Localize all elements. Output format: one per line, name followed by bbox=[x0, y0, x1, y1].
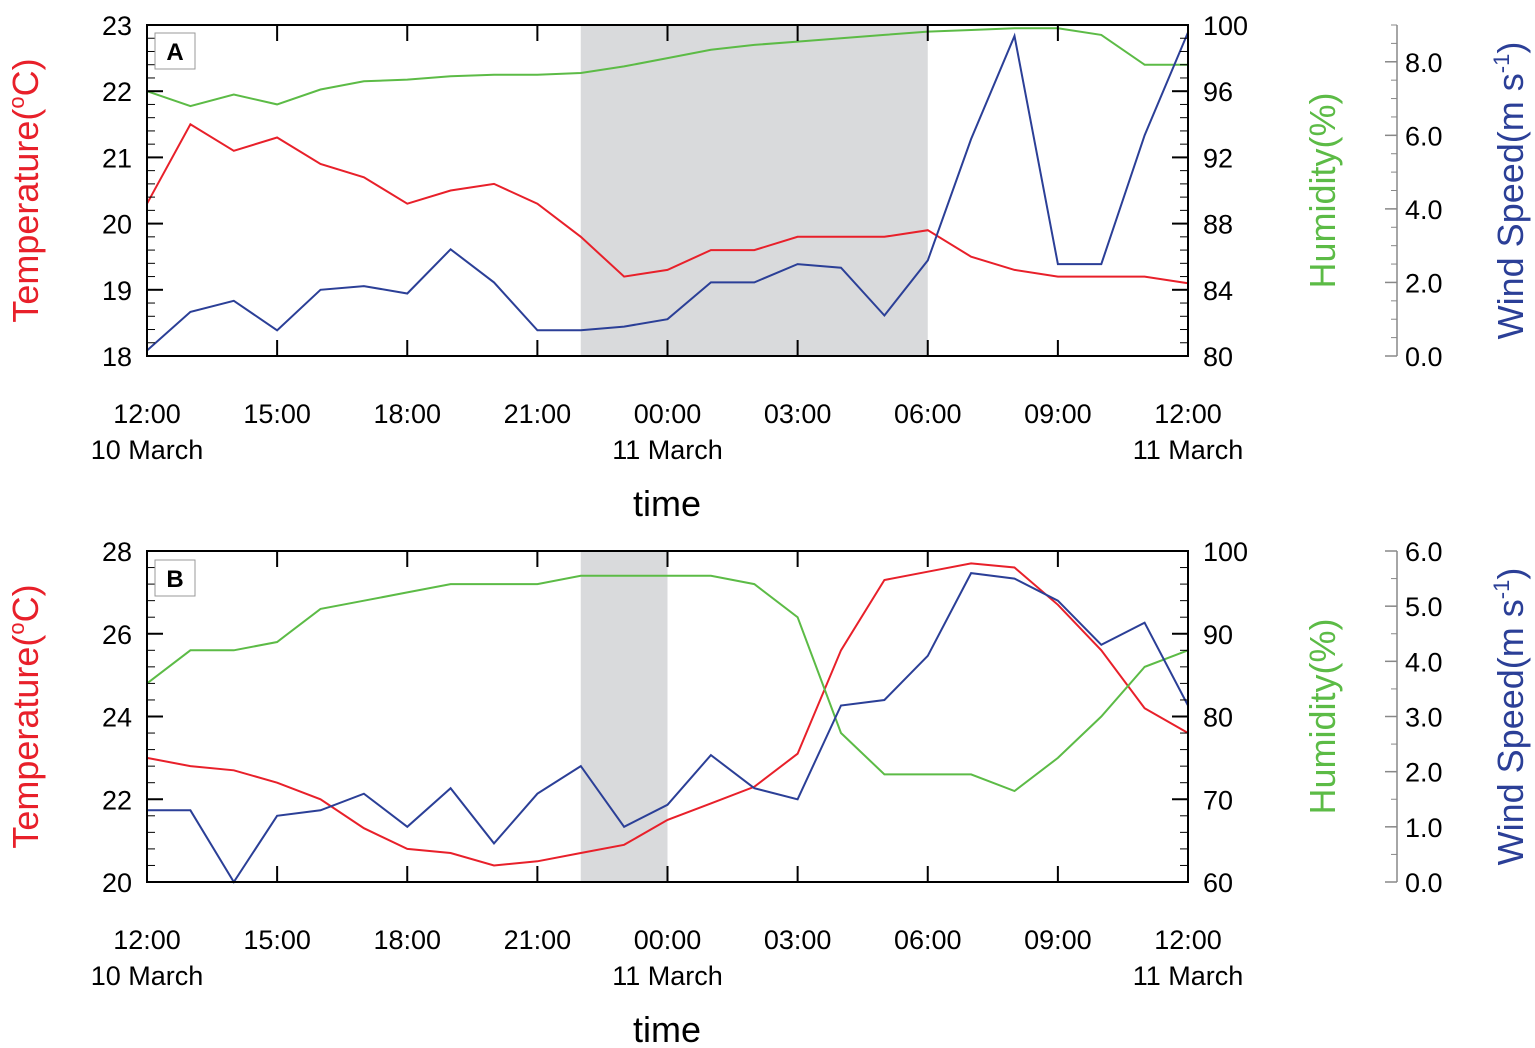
humidity-tick-label: 60 bbox=[1203, 868, 1233, 898]
wind-speed-tick-label: 8.0 bbox=[1405, 48, 1443, 78]
humidity-axis-title: Humidity(%) bbox=[1302, 618, 1343, 814]
axis-title-superscript: -1 bbox=[1489, 580, 1514, 600]
temperature-tick-label: 28 bbox=[102, 537, 132, 567]
wind-speed-tick-label: 2.0 bbox=[1405, 758, 1443, 788]
x-tick-label: 03:00 bbox=[764, 399, 832, 429]
x-tick-label: 15:00 bbox=[243, 925, 311, 955]
wind-speed-tick-label: 4.0 bbox=[1405, 647, 1443, 677]
humidity-tick-label: 92 bbox=[1203, 143, 1233, 173]
axis-title-part: ) bbox=[1490, 568, 1531, 580]
x-tick-date-label: 11 March bbox=[1133, 435, 1244, 465]
wind-speed-tick-label: 1.0 bbox=[1405, 813, 1443, 843]
wind-speed-tick-label: 3.0 bbox=[1405, 703, 1443, 733]
wind-speed-tick-label: 0.0 bbox=[1405, 868, 1443, 898]
wind-speed-axis-title: Wind Speed(m s-1) bbox=[1489, 568, 1531, 866]
temperature-line bbox=[146, 562, 1189, 867]
x-tick-date-label: 11 March bbox=[612, 961, 723, 991]
x-tick-label: 18:00 bbox=[373, 925, 441, 955]
x-tick-label: 12:00 bbox=[1154, 399, 1222, 429]
x-tick-date-label: 11 March bbox=[1133, 961, 1244, 991]
x-tick-label: 09:00 bbox=[1024, 399, 1092, 429]
x-tick-label: 09:00 bbox=[1024, 925, 1092, 955]
wind-speed-axis-title: Wind Speed(m s-1) bbox=[1489, 42, 1531, 340]
wind-speed-line bbox=[146, 32, 1189, 352]
humidity-axis-title: Humidity(%) bbox=[1302, 92, 1343, 288]
panel-label-box bbox=[154, 559, 196, 597]
temperature-tick-label: 19 bbox=[102, 276, 132, 306]
x-tick-label: 12:00 bbox=[1154, 925, 1222, 955]
axis-title-superscript: -1 bbox=[1489, 54, 1514, 74]
wind-speed-tick-label: 4.0 bbox=[1405, 195, 1443, 225]
humidity-tick-label: 100 bbox=[1203, 11, 1248, 41]
humidity-tick-label: 90 bbox=[1203, 620, 1233, 650]
humidity-tick-label: 80 bbox=[1203, 703, 1233, 733]
temperature-tick-label: 20 bbox=[102, 210, 132, 240]
temperature-axis-title: Temperature(oC) bbox=[4, 584, 46, 848]
temperature-tick-label: 23 bbox=[102, 11, 132, 41]
panel-a: 12:00 10 March 15:00 18:00 21:00 00:00 11 Marc… bbox=[4, 11, 1531, 524]
wind-speed-tick-label: 2.0 bbox=[1405, 268, 1443, 298]
axis-title-part: Wind Speed(m s bbox=[1490, 599, 1531, 865]
temperature-line bbox=[146, 122, 1189, 285]
axis-title-part: C) bbox=[5, 58, 46, 96]
axis-title-part: Temperature( bbox=[5, 109, 46, 323]
temperature-tick-label: 24 bbox=[102, 703, 132, 733]
humidity-line bbox=[146, 27, 1188, 108]
wind-speed-tick-label: 6.0 bbox=[1405, 537, 1443, 567]
axis-title-part: ) bbox=[1490, 42, 1531, 54]
axis-title-part: C) bbox=[5, 584, 46, 622]
axis-title-part: Temperature( bbox=[5, 635, 46, 849]
wind-speed-tick-label: 0.0 bbox=[1405, 342, 1443, 372]
wind-speed-tick-label: 6.0 bbox=[1405, 121, 1443, 151]
panel-label: B bbox=[166, 566, 183, 593]
x-axis-title: time bbox=[633, 483, 701, 524]
x-tick-label: 18:00 bbox=[373, 399, 441, 429]
temperature-axis-title: Temperature(oC) bbox=[4, 58, 46, 322]
x-tick-label: 00:00 bbox=[634, 399, 702, 429]
temperature-tick-label: 22 bbox=[102, 77, 132, 107]
x-tick-date-label: 11 March bbox=[612, 435, 723, 465]
humidity-tick-label: 80 bbox=[1203, 342, 1233, 372]
panel-label-box bbox=[154, 32, 196, 70]
temperature-tick-label: 18 bbox=[102, 342, 132, 372]
humidity-tick-label: 84 bbox=[1203, 276, 1233, 306]
humidity-line bbox=[146, 574, 1189, 793]
wind-speed-tick-label: 5.0 bbox=[1405, 592, 1443, 622]
x-tick-label: 03:00 bbox=[764, 925, 832, 955]
temperature-tick-label: 22 bbox=[102, 785, 132, 815]
axis-title-part: Wind Speed(m s bbox=[1490, 73, 1531, 339]
humidity-tick-label: 96 bbox=[1203, 77, 1233, 107]
wind-speed-line bbox=[147, 572, 1189, 884]
humidity-tick-label: 88 bbox=[1203, 210, 1233, 240]
night-shaded-region bbox=[580, 551, 668, 882]
axis-title-superscript: o bbox=[4, 622, 29, 634]
x-tick-label: 12:00 bbox=[113, 925, 181, 955]
panel-b: 12:00 10 March 15:00 18:00 21:00 00:00 11 Marc… bbox=[4, 537, 1531, 1048]
x-tick-label: 12:00 bbox=[113, 399, 181, 429]
x-tick-label: 21:00 bbox=[504, 399, 572, 429]
x-tick-label: 06:00 bbox=[894, 925, 962, 955]
x-tick-label: 06:00 bbox=[894, 399, 962, 429]
temperature-tick-label: 20 bbox=[102, 868, 132, 898]
x-tick-date-label: 10 March bbox=[91, 435, 204, 465]
x-tick-label: 15:00 bbox=[243, 399, 311, 429]
x-axis-title: time bbox=[633, 1009, 701, 1048]
x-tick-label: 21:00 bbox=[504, 925, 572, 955]
x-tick-date-label: 10 March bbox=[91, 961, 204, 991]
x-tick-label: 00:00 bbox=[634, 925, 702, 955]
temperature-tick-label: 26 bbox=[102, 620, 132, 650]
humidity-tick-label: 100 bbox=[1203, 537, 1248, 567]
panel-label: A bbox=[166, 39, 183, 66]
temperature-tick-label: 21 bbox=[102, 143, 132, 173]
humidity-tick-label: 70 bbox=[1203, 785, 1233, 815]
axis-title-superscript: o bbox=[4, 96, 29, 108]
